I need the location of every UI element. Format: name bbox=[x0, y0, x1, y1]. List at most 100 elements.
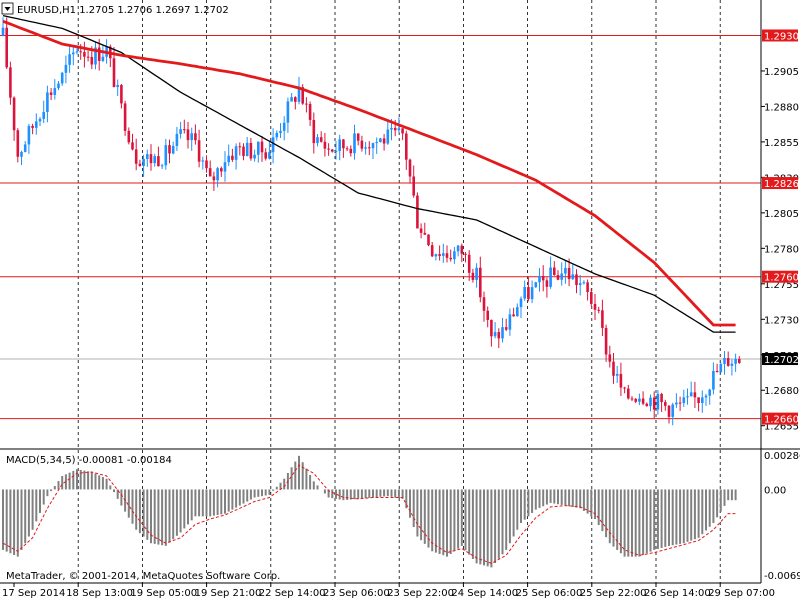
candle[interactable] bbox=[179, 122, 182, 139]
candle[interactable] bbox=[331, 149, 334, 153]
candle[interactable] bbox=[46, 85, 49, 123]
candle[interactable] bbox=[660, 392, 663, 412]
candle[interactable] bbox=[53, 79, 57, 100]
candle[interactable] bbox=[301, 84, 304, 105]
candle[interactable] bbox=[249, 137, 253, 161]
candle[interactable] bbox=[438, 245, 441, 261]
candle[interactable] bbox=[342, 139, 345, 158]
candle[interactable] bbox=[582, 280, 586, 285]
candle[interactable] bbox=[27, 123, 31, 154]
candle[interactable] bbox=[345, 146, 349, 152]
candle[interactable] bbox=[715, 363, 719, 373]
candle[interactable] bbox=[131, 133, 134, 151]
candle[interactable] bbox=[42, 100, 45, 124]
candlesticks[interactable] bbox=[1, 17, 741, 426]
candle[interactable] bbox=[319, 131, 323, 143]
candle[interactable] bbox=[519, 296, 523, 318]
candle[interactable] bbox=[231, 148, 234, 162]
candle[interactable] bbox=[220, 166, 223, 177]
candle[interactable] bbox=[294, 96, 297, 110]
candle[interactable] bbox=[508, 308, 512, 336]
candle[interactable] bbox=[556, 270, 560, 281]
candle[interactable] bbox=[686, 388, 689, 405]
candle[interactable] bbox=[282, 116, 286, 141]
candle[interactable] bbox=[75, 47, 79, 55]
candle[interactable] bbox=[656, 389, 660, 415]
candle[interactable] bbox=[227, 144, 230, 167]
candle[interactable] bbox=[697, 397, 700, 412]
candle[interactable] bbox=[386, 120, 390, 145]
candle[interactable] bbox=[638, 393, 641, 406]
candle[interactable] bbox=[38, 116, 42, 126]
candle[interactable] bbox=[149, 144, 153, 171]
candle[interactable] bbox=[116, 79, 119, 96]
candle[interactable] bbox=[541, 265, 545, 292]
candle[interactable] bbox=[641, 391, 645, 406]
candle[interactable] bbox=[356, 133, 360, 146]
candle[interactable] bbox=[545, 277, 549, 298]
chevron-down-icon[interactable] bbox=[1, 2, 14, 15]
candle[interactable] bbox=[35, 113, 38, 135]
candle[interactable] bbox=[275, 130, 279, 141]
candle[interactable] bbox=[497, 328, 501, 349]
candle[interactable] bbox=[205, 155, 208, 173]
candle[interactable] bbox=[549, 256, 552, 289]
candle[interactable] bbox=[460, 243, 464, 263]
candle[interactable] bbox=[138, 159, 142, 167]
candle[interactable] bbox=[286, 97, 290, 133]
candle[interactable] bbox=[412, 165, 415, 198]
candle[interactable] bbox=[516, 303, 519, 317]
candle[interactable] bbox=[16, 128, 20, 163]
candle[interactable] bbox=[675, 393, 678, 408]
candle[interactable] bbox=[645, 402, 649, 407]
candle[interactable] bbox=[31, 123, 34, 135]
candle[interactable] bbox=[442, 243, 445, 263]
candle[interactable] bbox=[615, 366, 619, 384]
candle[interactable] bbox=[512, 307, 515, 317]
candle[interactable] bbox=[164, 138, 168, 170]
candle[interactable] bbox=[671, 402, 674, 426]
candle[interactable] bbox=[652, 391, 656, 419]
candle[interactable] bbox=[593, 294, 597, 321]
candle[interactable] bbox=[693, 381, 697, 408]
candle[interactable] bbox=[268, 141, 271, 160]
candle[interactable] bbox=[627, 384, 630, 400]
candle[interactable] bbox=[434, 253, 438, 261]
candle[interactable] bbox=[449, 249, 452, 262]
candle[interactable] bbox=[120, 83, 123, 109]
candle[interactable] bbox=[353, 124, 356, 160]
candle[interactable] bbox=[456, 244, 460, 257]
candle[interactable] bbox=[430, 241, 434, 258]
candle[interactable] bbox=[364, 141, 367, 155]
candle[interactable] bbox=[279, 123, 282, 138]
candle[interactable] bbox=[290, 93, 293, 102]
candle[interactable] bbox=[1, 17, 5, 37]
candle[interactable] bbox=[408, 158, 412, 184]
candle[interactable] bbox=[316, 133, 319, 147]
candle[interactable] bbox=[471, 268, 475, 283]
candle[interactable] bbox=[168, 139, 171, 164]
candle[interactable] bbox=[467, 250, 471, 281]
candle[interactable] bbox=[530, 280, 534, 304]
candle[interactable] bbox=[419, 223, 423, 239]
candle[interactable] bbox=[630, 396, 634, 402]
candle[interactable] bbox=[701, 390, 704, 413]
candle[interactable] bbox=[323, 132, 327, 157]
candle[interactable] bbox=[479, 256, 482, 303]
candle[interactable] bbox=[349, 145, 353, 157]
candle[interactable] bbox=[527, 276, 530, 302]
candle[interactable] bbox=[190, 127, 193, 151]
candle[interactable] bbox=[171, 141, 175, 155]
candle[interactable] bbox=[453, 246, 456, 264]
candle[interactable] bbox=[86, 50, 90, 62]
candle[interactable] bbox=[482, 291, 486, 322]
candle[interactable] bbox=[704, 393, 708, 406]
candle[interactable] bbox=[260, 135, 264, 162]
candle[interactable] bbox=[242, 143, 245, 161]
candle[interactable] bbox=[360, 135, 364, 152]
candle[interactable] bbox=[689, 381, 693, 397]
candle[interactable] bbox=[667, 405, 671, 424]
candle[interactable] bbox=[571, 263, 575, 281]
candle[interactable] bbox=[664, 399, 667, 411]
candle[interactable] bbox=[382, 134, 386, 151]
